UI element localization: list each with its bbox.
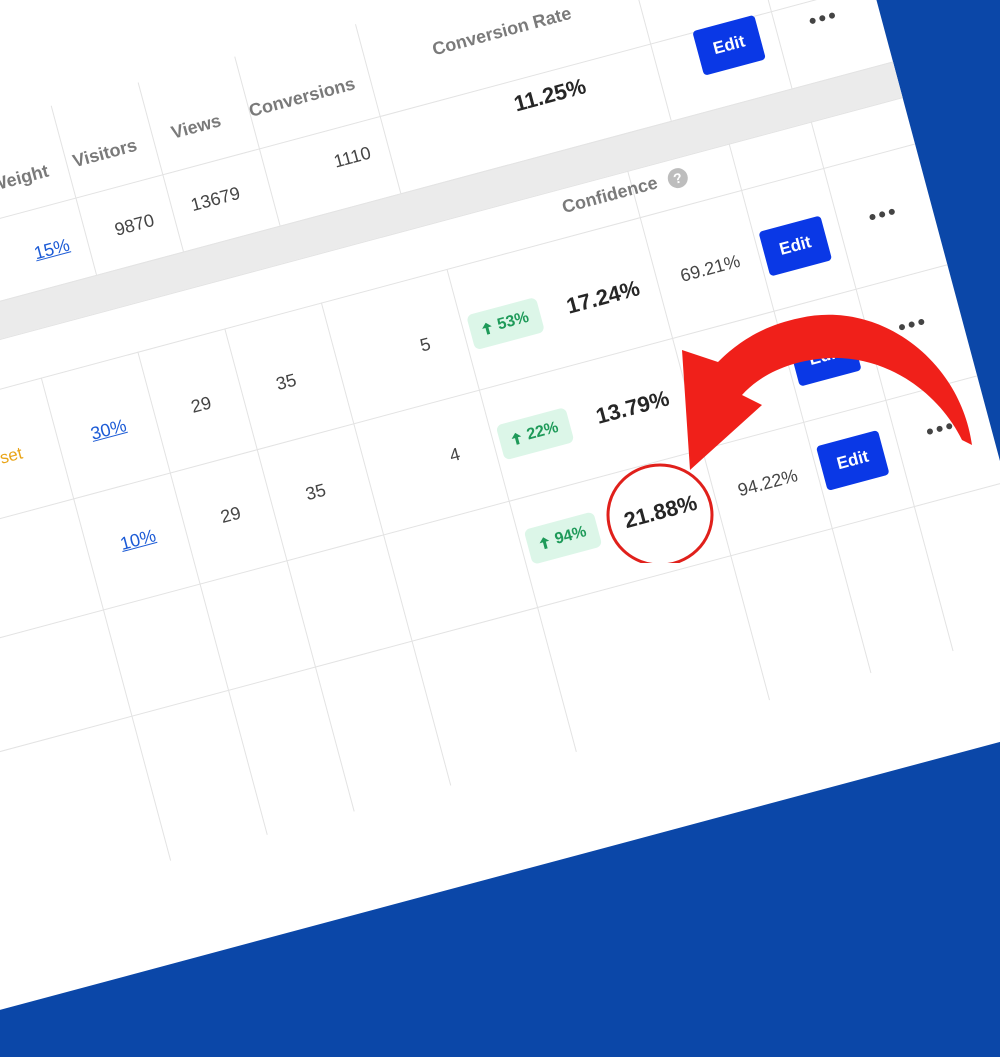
highlight-circle [606, 463, 714, 563]
up-arrow [511, 432, 522, 445]
improvement-badge: 53% [466, 296, 546, 351]
annotation-layer [606, 314, 972, 563]
improvement-badge: 22% [495, 407, 575, 461]
red-arrow [682, 314, 972, 470]
up-arrow [539, 537, 550, 550]
up-arrow [482, 322, 492, 335]
improvement-badge: 94% [523, 511, 603, 565]
